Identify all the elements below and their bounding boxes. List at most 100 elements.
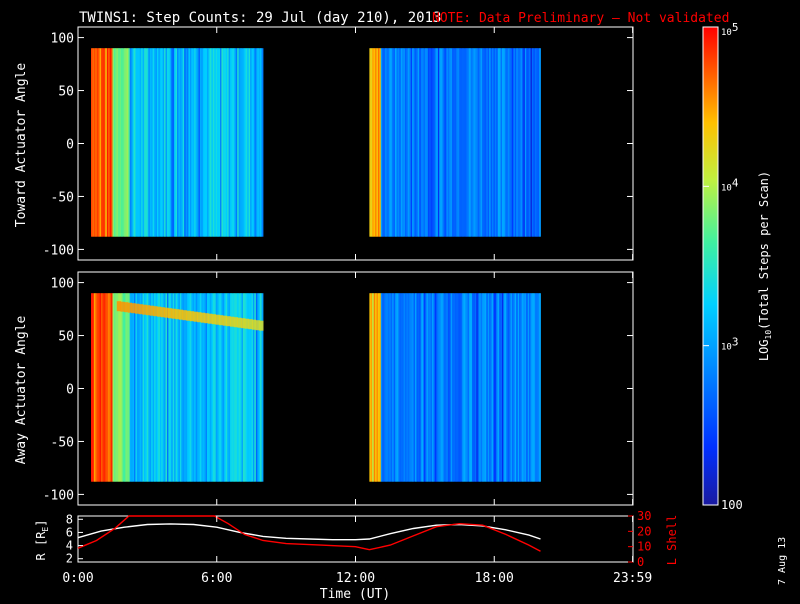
heatmap-stripe: [201, 48, 204, 237]
heatmap-stripe: [520, 48, 523, 237]
heatmap-stripe: [429, 293, 432, 482]
heatmap-stripe: [251, 48, 254, 237]
heatmap-stripe: [474, 293, 477, 482]
heatmap-stripe: [410, 48, 413, 237]
heatmap-stripe: [407, 293, 410, 482]
heatmap-stripe: [126, 293, 129, 482]
heatmap-stripe: [494, 48, 497, 237]
heatmap-stripe: [152, 293, 155, 482]
heatmap-band: [142, 304, 147, 315]
heatmap-band: [135, 303, 140, 314]
heatmap-stripe: [523, 293, 526, 482]
heatmap-stripe: [437, 293, 440, 482]
heatmap-band: [160, 307, 165, 318]
heatmap-stripe: [178, 293, 181, 482]
heatmap-stripe: [134, 48, 136, 237]
y-tick-label: -100: [43, 243, 74, 258]
heatmap-stripe: [205, 293, 208, 482]
heatmap-stripe: [136, 293, 139, 482]
heatmap-stripe: [492, 293, 494, 482]
heatmap-stripe: [452, 293, 454, 482]
heatmap-stripe: [192, 48, 195, 237]
heatmap-stripe: [464, 293, 467, 482]
heatmap-stripe: [450, 293, 453, 482]
chart-note: NOTE: Data Preliminary — Not validated: [432, 11, 729, 26]
away-ylabel: Away Actuator Angle: [14, 315, 29, 464]
heatmap-stripe: [238, 48, 241, 237]
heatmap-stripe: [199, 293, 202, 482]
heatmap-stripe: [513, 48, 516, 237]
heatmap-stripe: [533, 293, 536, 482]
colorbar-frame: [702, 26, 719, 506]
heatmap-band: [244, 318, 249, 329]
heatmap-stripe: [211, 48, 214, 237]
heatmap-stripe: [95, 48, 98, 237]
heatmap-stripe: [242, 48, 245, 237]
heatmap-stripe: [111, 48, 113, 237]
heatmap-stripe: [457, 293, 460, 482]
heatmap-stripe: [372, 48, 375, 237]
heatmap-stripe: [95, 293, 98, 482]
heatmap-stripe: [526, 48, 529, 237]
away-heatmap: [91, 293, 541, 482]
heatmap-stripe: [454, 293, 457, 482]
heatmap-stripe: [502, 48, 504, 237]
heatmap-stripe: [129, 48, 132, 237]
heatmap-stripe: [112, 293, 115, 482]
heatmap-stripe: [146, 293, 149, 482]
heatmap-stripe: [400, 48, 403, 237]
heatmap-stripe: [477, 293, 480, 482]
heatmap-stripe: [405, 48, 407, 237]
heatmap-stripe: [531, 48, 534, 237]
colorbar-label: LOG10(Total Steps per Scan): [757, 171, 773, 361]
heatmap-stripe: [218, 293, 221, 482]
heatmap-stripe: [442, 293, 444, 482]
heatmap-band: [171, 308, 176, 319]
radius-series-line: [77, 523, 541, 541]
orbit-lines: [77, 515, 541, 552]
heatmap-stripe: [106, 293, 109, 482]
heatmap-stripe: [397, 48, 400, 237]
heatmap-stripe: [382, 293, 385, 482]
heatmap-stripe: [241, 48, 244, 237]
heatmap-stripe: [537, 48, 540, 237]
heatmap-stripe: [511, 48, 514, 237]
heatmap-stripe: [242, 293, 245, 482]
right-tick-label: 30: [637, 509, 651, 523]
heatmap-stripe: [222, 293, 225, 482]
heatmap-stripe: [138, 48, 141, 237]
date-stamp: 7 Aug 13: [777, 537, 788, 585]
heatmap-stripe: [125, 293, 128, 482]
heatmap-stripe: [149, 293, 152, 482]
heatmap-stripe: [113, 48, 116, 237]
heatmap-stripe: [232, 48, 235, 237]
heatmap-stripe: [194, 48, 197, 237]
heatmap-stripe: [521, 293, 524, 482]
heatmap-stripe: [440, 293, 443, 482]
right-tick-label: 20: [637, 524, 651, 538]
away-panel: 100 50 0 -50 -100 Away Actuator Angle: [14, 271, 634, 506]
heatmap-stripe: [129, 293, 132, 482]
heatmap-stripe: [220, 48, 222, 237]
heatmap-stripe: [99, 293, 102, 482]
heatmap-stripe: [482, 48, 484, 237]
heatmap-stripe: [258, 293, 261, 482]
heatmap-stripe: [235, 293, 238, 482]
heatmap-stripe: [479, 48, 482, 237]
heatmap-stripe: [460, 48, 463, 237]
heatmap-stripe: [409, 48, 412, 237]
x-tick-label: 23:59: [613, 571, 652, 586]
heatmap-stripe: [217, 48, 219, 237]
heatmap-stripe: [227, 48, 229, 237]
heatmap-stripe: [385, 293, 387, 482]
heatmap-stripe: [169, 48, 172, 237]
heatmap-stripe: [138, 293, 141, 482]
heatmap-stripe: [377, 293, 380, 482]
heatmap-stripe: [447, 293, 450, 482]
x-tick-label: 6:00: [201, 571, 232, 586]
heatmap-stripe: [195, 293, 198, 482]
y-tick-label: 0: [66, 383, 74, 398]
heatmap-stripe: [165, 293, 168, 482]
heatmap-stripe: [433, 293, 436, 482]
